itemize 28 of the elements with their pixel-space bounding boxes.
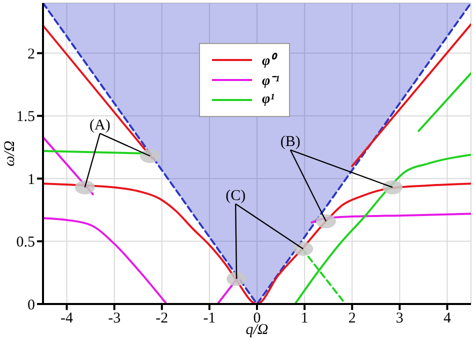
annotation: (A) — [90, 117, 110, 134]
x-tick-label: 4 — [443, 310, 452, 327]
y-tick-label: 0 — [28, 297, 35, 314]
y-tick-label: 1.5 — [16, 109, 35, 126]
annotation: (B) — [280, 134, 300, 150]
y-tick-label: 2 — [28, 46, 35, 62]
x-tick-label: 1 — [300, 310, 308, 327]
y-axis-title: ω/Ω — [2, 140, 18, 166]
point — [316, 214, 336, 228]
x-tick-label: 2 — [348, 310, 356, 327]
x-tick-label: -3 — [108, 310, 121, 327]
x-tick-label: -1 — [203, 310, 216, 327]
point — [74, 180, 95, 194]
y-tick-label: 0.5 — [16, 234, 35, 251]
legend-label: φ⁻¹ — [262, 73, 280, 90]
legend-label: φ⁰ — [262, 52, 276, 70]
x-tick-label: 3 — [396, 310, 404, 327]
point — [140, 149, 160, 164]
x-tick-label: -4 — [60, 310, 74, 327]
legend-label: φ¹ — [262, 92, 274, 108]
line-series — [43, 217, 168, 304]
point — [226, 272, 247, 286]
x-tick-label: -2 — [156, 310, 168, 327]
point — [293, 242, 314, 256]
annotation: (C) — [226, 188, 246, 204]
y-tick-label: 1 — [28, 172, 35, 188]
line-series — [294, 154, 471, 304]
point — [382, 180, 403, 194]
